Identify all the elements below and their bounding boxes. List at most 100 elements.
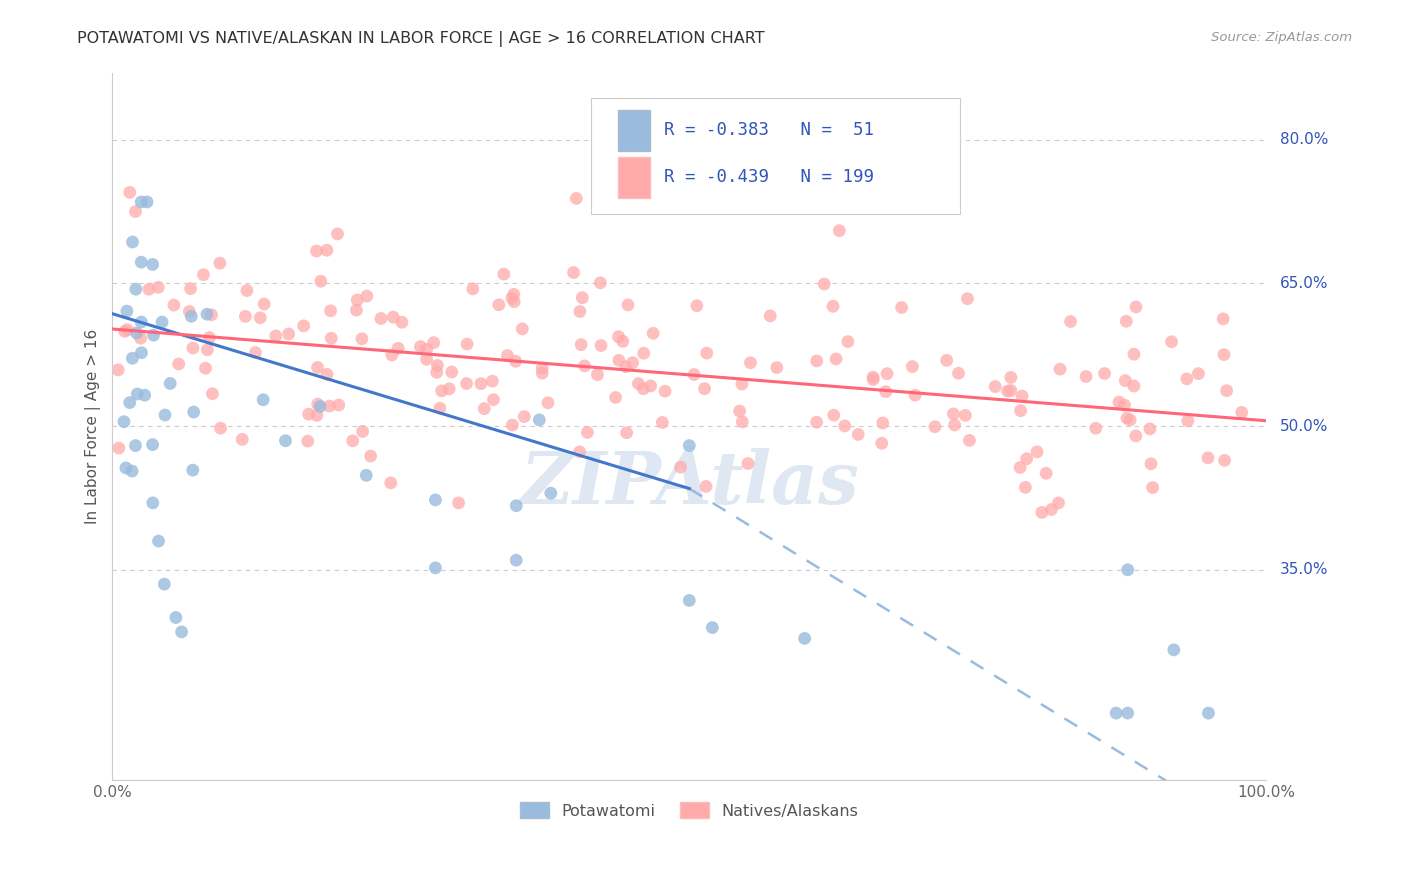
Point [481,374,503,388]
Point [180,282,202,296]
Point [997,384,1019,398]
Point [245,345,267,359]
Point [505,499,527,513]
Point [277,326,299,341]
Point [872,416,894,430]
Point [1119,413,1142,427]
Point [134,388,156,402]
Point [607,329,630,343]
Point [1197,450,1219,465]
Point [1049,362,1071,376]
Point [136,194,159,209]
Point [326,227,349,241]
Point [876,367,898,381]
Bar [617,157,650,198]
Point [740,356,762,370]
Point [614,359,637,374]
Point [142,328,165,343]
Point [107,363,129,377]
Point [1198,706,1220,720]
Point [430,384,453,398]
Point [828,224,851,238]
Point [1047,496,1070,510]
Point [693,382,716,396]
Point [529,413,551,427]
Point [319,303,342,318]
Text: 35.0%: 35.0% [1279,562,1329,577]
Point [846,427,869,442]
Point [470,376,492,391]
Point [425,492,447,507]
Point [356,289,378,303]
Point [307,397,329,411]
Point [316,368,339,382]
Point [759,309,782,323]
Point [198,331,221,345]
Point [456,376,478,391]
Point [115,461,138,475]
Point [318,399,340,413]
Point [1116,706,1139,720]
Text: ZIPAtlas: ZIPAtlas [520,448,859,518]
Point [387,341,409,355]
Point [1139,422,1161,436]
Point [194,361,217,376]
Point [114,325,136,339]
Point [1114,374,1136,388]
Point [1163,643,1185,657]
Point [806,354,828,368]
Point [1140,457,1163,471]
Point [837,334,859,349]
Point [1014,480,1036,494]
Point [496,349,519,363]
Point [131,345,153,359]
Point [1122,347,1144,361]
Point [328,398,350,412]
Point [415,352,437,367]
Point [770,123,793,137]
Point [208,256,231,270]
Point [813,277,835,291]
Point [142,496,165,510]
Point [1084,421,1107,435]
Point [181,341,204,355]
Point [195,343,218,357]
Point [170,624,193,639]
Point [678,439,700,453]
Point [823,408,845,422]
Point [793,186,815,200]
Point [163,298,186,312]
Point [695,479,717,493]
Point [425,561,447,575]
Point [252,392,274,407]
Point [825,351,848,366]
Point [231,433,253,447]
Point [571,291,593,305]
Point [834,419,856,434]
Point [1059,314,1081,328]
Point [350,332,373,346]
Point [148,280,170,294]
Legend: Potawatomi, Natives/Alaskans: Potawatomi, Natives/Alaskans [515,796,865,825]
Point [589,276,612,290]
Point [181,463,204,477]
Point [956,292,979,306]
Point [380,475,402,490]
Point [179,304,201,318]
Point [305,409,328,423]
Point [683,368,706,382]
Point [870,436,893,450]
Point [118,395,141,409]
Point [440,365,463,379]
Point [121,464,143,478]
Point [422,335,444,350]
Point [121,235,143,249]
Point [643,326,665,341]
Text: 80.0%: 80.0% [1279,132,1329,147]
Point [382,310,405,324]
Point [702,621,724,635]
Point [948,366,970,380]
Point [1000,384,1022,398]
Point [513,409,536,424]
Point [107,441,129,455]
